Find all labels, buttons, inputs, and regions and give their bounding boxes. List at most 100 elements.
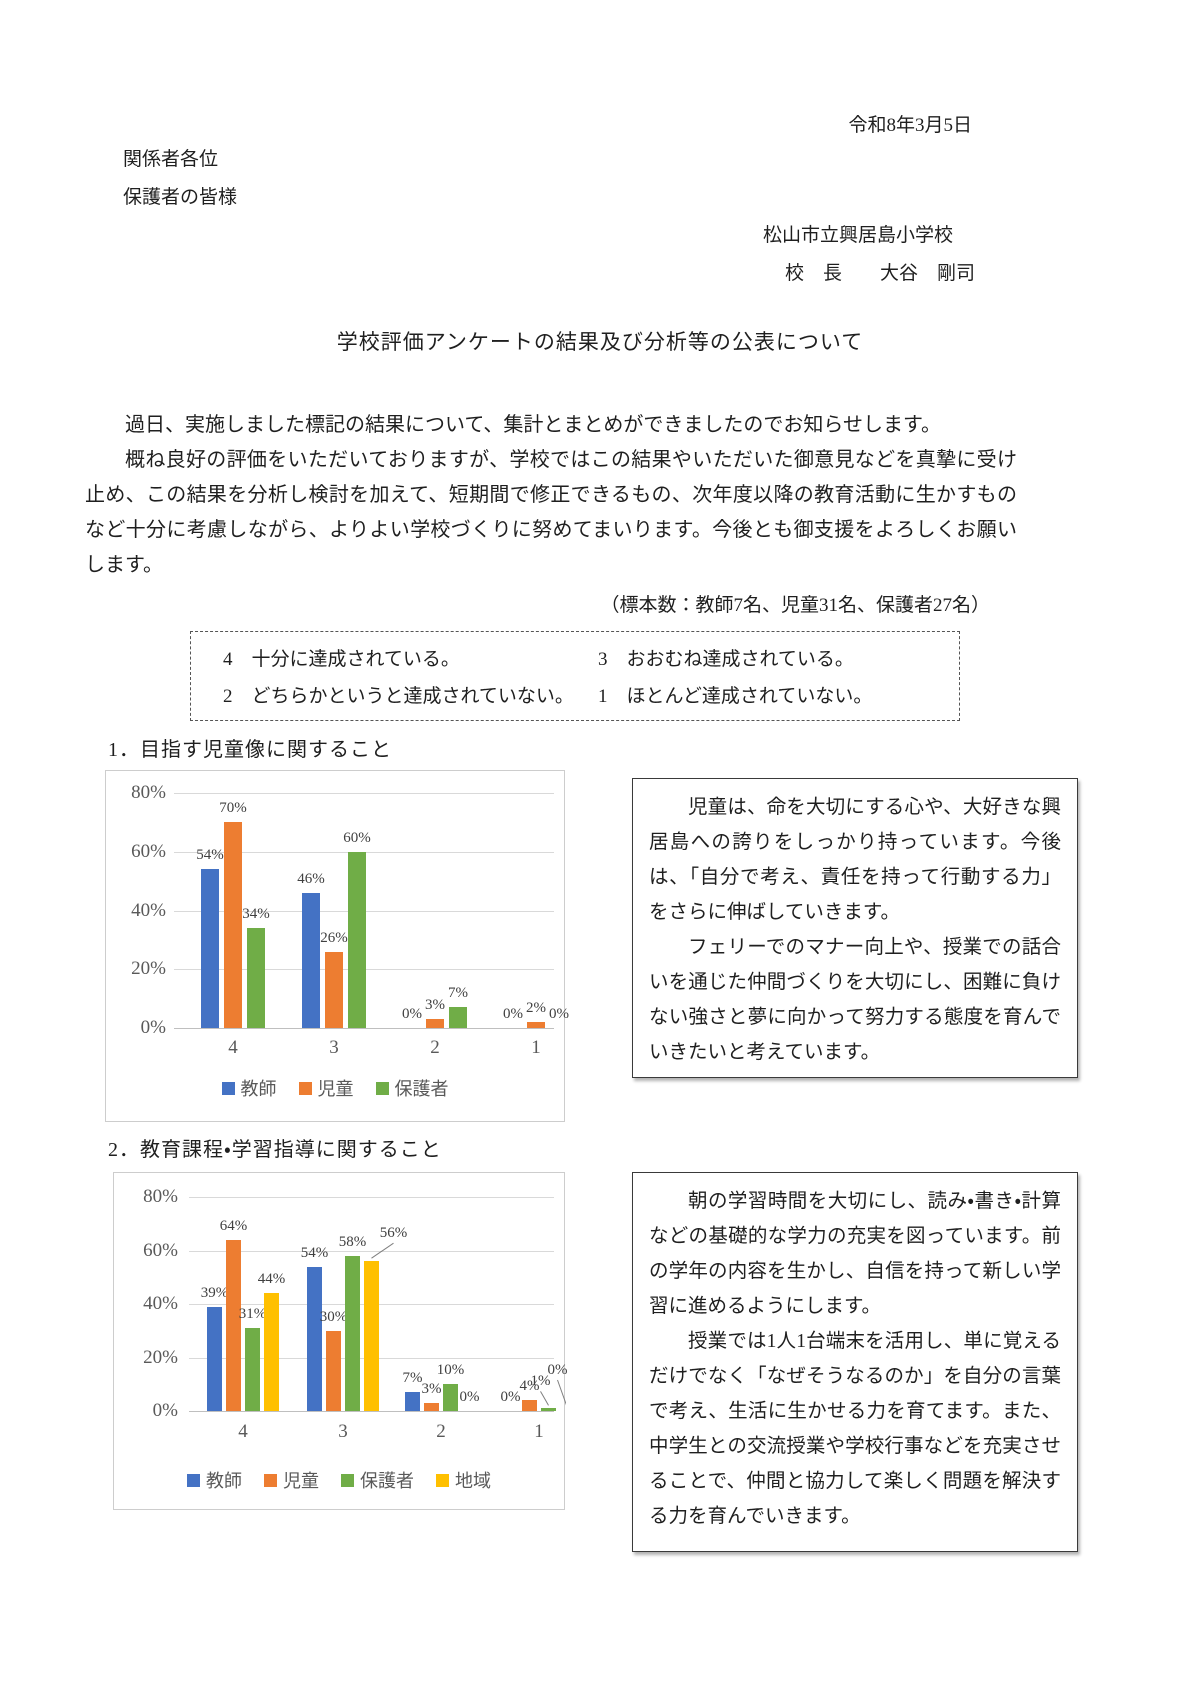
legend-swatch-教師	[187, 1473, 200, 1487]
bar-保護者	[247, 928, 265, 1028]
y-axis-label: 20%	[143, 1346, 178, 1368]
scale-item-2: 2 どちらかというと達成されていない。	[223, 686, 574, 707]
gridline	[174, 793, 554, 794]
bar-value-label: 0%	[547, 1362, 568, 1378]
bar-保護者	[345, 1255, 360, 1411]
document-date: 令和8年3月5日	[848, 115, 972, 136]
bar-保護者	[443, 1384, 458, 1411]
legend-label: 地域	[455, 1471, 491, 1491]
legend-swatch-保護者	[375, 1081, 389, 1095]
bar-地域	[364, 1261, 379, 1411]
bar-児童	[424, 1402, 439, 1411]
bar-保護者	[449, 1007, 467, 1028]
bar-value-label: 26%	[320, 929, 348, 946]
bar-value-label: 10%	[436, 1362, 465, 1379]
gridline	[174, 1028, 554, 1029]
bar-児童	[522, 1400, 537, 1411]
legend-label: 児童	[317, 1079, 354, 1099]
bar-value-label: 70%	[219, 800, 247, 817]
bar-児童	[224, 822, 242, 1028]
legend-item: 保護者	[375, 1075, 449, 1101]
bar-児童	[527, 1022, 545, 1028]
y-axis-label: 60%	[143, 1239, 178, 1261]
legend-swatch-教師	[221, 1081, 235, 1095]
bar-教師	[302, 892, 320, 1028]
bar-児童	[226, 1239, 241, 1411]
legend-item: 地域	[436, 1467, 491, 1493]
y-axis-label: 40%	[143, 1293, 178, 1314]
section-1-heading: 1．目指す児童像に関すること	[108, 739, 392, 761]
bar-教師	[201, 869, 219, 1028]
legend-item: 児童	[298, 1075, 354, 1101]
legend-item: 保護者	[341, 1467, 414, 1493]
bar-value-label: 3%	[425, 997, 445, 1014]
bar-児童	[325, 951, 343, 1028]
bar-value-label: 46%	[297, 870, 325, 887]
legend-label: 保護者	[394, 1079, 449, 1099]
bar-value-label: 54%	[300, 1244, 329, 1261]
gridline	[189, 1197, 554, 1198]
comment-paragraph: 朝の学習時間を大切にし、読み・書き・計算などの基礎的な学力の充実を図っています。…	[649, 1191, 1061, 1317]
scale-item-1: 1 ほとんど達成されていない。	[598, 686, 873, 707]
legend-swatch-児童	[298, 1081, 312, 1095]
comment-paragraph: フェリーでのマナー向上や、授業での話合いを通じた仲間づくりを大切にし、困難に負け…	[649, 937, 1061, 1063]
bar-value-label: 31%	[238, 1306, 267, 1323]
x-category-label: 2	[430, 1037, 440, 1058]
bar-value-label: 3%	[421, 1380, 442, 1397]
legend-label: 教師	[240, 1079, 277, 1099]
bar-value-label: 0%	[549, 1006, 569, 1022]
x-category-label: 3	[329, 1037, 339, 1058]
y-axis-label: 80%	[143, 1186, 178, 1207]
bar-value-label: 0%	[503, 1006, 523, 1022]
section-2-heading: 2．教育課程・学習指導に関すること	[108, 1139, 442, 1161]
principal-name: 校 長 大谷 剛司	[785, 263, 976, 284]
legend-swatch-児童	[264, 1473, 277, 1487]
recipient-line-2: 保護者の皆様	[123, 187, 238, 208]
bar-保護者	[541, 1408, 556, 1411]
gridline	[189, 1411, 554, 1412]
x-category-label: 1	[531, 1037, 541, 1058]
chart-legend: 教師 児童 保護者 地域	[114, 1467, 564, 1493]
bar-value-label: 4%	[519, 1378, 540, 1395]
paragraph-2: 概ね良好の評価をいただいておりますが、学校ではこの結果やいただいた御意見などを真…	[85, 449, 1017, 576]
bar-value-label: 1%	[530, 1373, 551, 1390]
rating-scale-box: 4 十分に達成されている。 3 おおむね達成されている。 2 どちらかというと達…	[190, 631, 960, 721]
comment-paragraph: 授業では1人1台端末を活用し、単に覚えるだけでなく「なぜそうなるのか」を自分の言…	[649, 1331, 1061, 1527]
paragraph-1: 過日、実施しました標記の結果について、集計とまとめができましたのでお知らせします…	[125, 414, 941, 436]
bar-児童	[426, 1019, 444, 1028]
y-axis-label: 0%	[152, 1400, 178, 1421]
bar-地域	[264, 1293, 279, 1411]
section-2-chart: 0% 20% 40% 60% 80% 4 39% 64% 31% 44% 3 54% 30% 58% 56%…	[113, 1172, 568, 1510]
x-category-label: 3	[338, 1421, 348, 1442]
body-paragraphs: 過日、実施しました標記の結果について、集計とまとめができましたのでお知らせします…	[85, 408, 1017, 583]
bar-value-label: 7%	[402, 1370, 423, 1387]
bar-保護者	[348, 851, 366, 1028]
bar-value-label: 34%	[242, 906, 270, 923]
section-2-comment-box: 朝の学習時間を大切にし、読み・書き・計算などの基礎的な学力の充実を図っています。…	[632, 1172, 1078, 1552]
scale-item-4: 4 十分に達成されている。	[223, 649, 460, 670]
section-1-comment-box: 児童は、命を大切にする心や、大好きな興居島への誇りをしっかり持っています。今後は…	[632, 778, 1078, 1078]
y-axis-label: 60%	[131, 840, 166, 862]
bar-value-label: 54%	[196, 847, 224, 864]
recipient-line-1: 関係者各位	[123, 149, 219, 170]
bar-value-label: 64%	[219, 1217, 248, 1234]
document-title: 学校評価アンケートの結果及び分析等の公表について	[336, 330, 864, 354]
y-axis-label: 80%	[131, 782, 166, 803]
bar-value-label: 30%	[319, 1308, 348, 1325]
bar-value-label: 60%	[343, 829, 371, 846]
y-axis-label: 40%	[131, 899, 166, 921]
bar-value-label: 39%	[200, 1284, 229, 1301]
y-axis-label: 0%	[140, 1017, 166, 1038]
school-name: 松山市立興居島小学校	[763, 225, 954, 246]
bar-value-label: 7%	[448, 985, 468, 1002]
x-category-label: 2	[436, 1421, 446, 1442]
legend-swatch-地域	[436, 1473, 449, 1487]
leader-lines	[106, 771, 566, 1123]
y-axis-label: 20%	[131, 958, 166, 980]
bar-保護者	[245, 1328, 260, 1411]
sample-size-note: （標本数：教師7名、児童31名、保護者27名）	[600, 595, 990, 616]
legend-label: 児童	[283, 1471, 319, 1491]
comment-paragraph: 児童は、命を大切にする心や、大好きな興居島への誇りをしっかり持っています。今後は…	[649, 797, 1061, 923]
legend-swatch-保護者	[341, 1473, 354, 1487]
